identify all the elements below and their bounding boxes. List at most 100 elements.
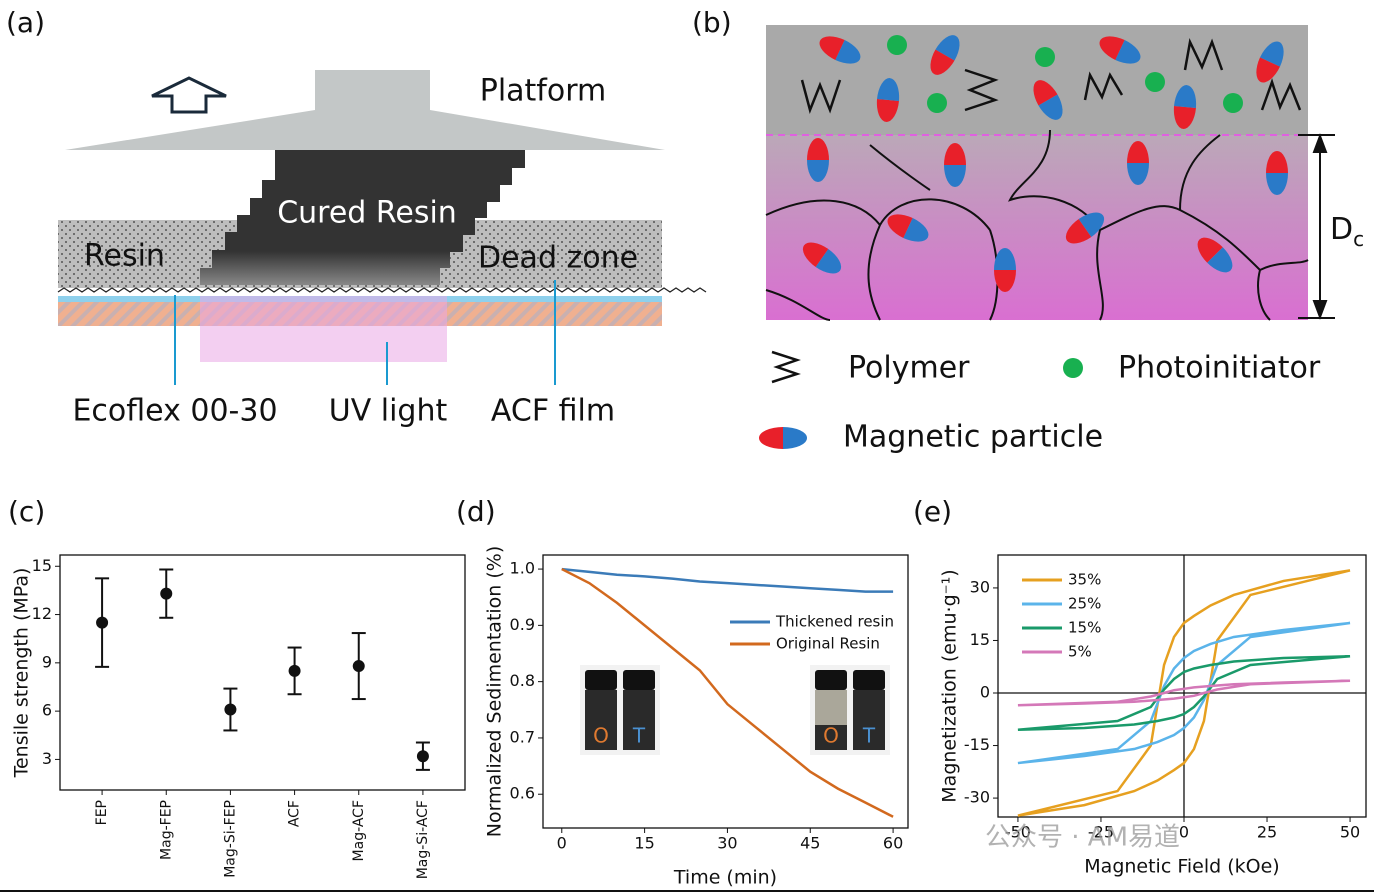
vial-body (585, 690, 617, 750)
particle-south (1127, 163, 1149, 185)
x-tick-label: 25 (1257, 823, 1277, 842)
y-tick-label: 0.6 (510, 784, 535, 803)
magnetic-particle (876, 78, 900, 122)
particle-label: Magnetic particle (843, 420, 1103, 455)
photoinitiator-icon (1063, 358, 1083, 378)
y-tick-label: 6 (42, 701, 52, 720)
particle-north (1173, 106, 1196, 129)
legend-label: 25% (1068, 595, 1101, 613)
magnetic-particle (1197, 237, 1233, 273)
photo-label: O (593, 724, 609, 748)
magnetic-particle (1065, 212, 1105, 244)
panel-label: (a) (6, 6, 45, 39)
chart: (d) 0.6 0.7 0.8 0.9 1.0 0 15 30 45 60 Normalized Se… (456, 495, 909, 889)
x-tick-label: 60 (883, 834, 903, 853)
particle-south (815, 248, 842, 274)
uv-light (200, 296, 447, 362)
y-tick-label: 15 (970, 630, 990, 649)
x-tick-label: Mag-FEP (158, 800, 174, 860)
series-line (561, 567, 894, 818)
up-arrow (151, 76, 227, 114)
cured-resin (200, 150, 525, 285)
y-tick-label: 15 (32, 556, 52, 575)
point (288, 664, 301, 677)
point (96, 616, 109, 629)
magnetic-particle (1173, 85, 1197, 129)
particle-south (994, 248, 1016, 270)
legend-label: 15% (1068, 619, 1101, 637)
point (160, 587, 173, 600)
magnetic-particle (930, 35, 960, 75)
vial-body (853, 690, 885, 750)
panel-label: (c) (8, 495, 45, 528)
magnetic-particle (1256, 41, 1284, 83)
particle-south (944, 165, 966, 187)
y-tick-label: -15 (964, 735, 990, 754)
magnetic-particle (802, 242, 842, 274)
x-tick-label: 0 (557, 834, 567, 853)
particle-north (802, 242, 829, 268)
x-tick-label: 0 (1179, 823, 1189, 842)
photoinitiator (1035, 47, 1055, 67)
particle-south (1115, 40, 1141, 64)
magnetic-particle (887, 214, 929, 242)
x-tick-label: FEP (94, 800, 110, 825)
chart: (e) -30 -15 0 15 30 -50 -25 0 25 50 Magnetization (… (913, 495, 1367, 878)
particle-north (887, 214, 913, 238)
particle-icon (759, 427, 807, 449)
series-line (561, 567, 894, 593)
magnetic-particle (807, 138, 829, 182)
series-line (1017, 569, 1351, 817)
x-axis-label: Magnetic Field (kOe) (1084, 856, 1279, 878)
particle-south (783, 427, 807, 449)
legend-label: 35% (1068, 571, 1101, 589)
watermark: 公众号 · AM易道 (985, 823, 1180, 853)
x-tick-label: 45 (800, 834, 820, 853)
particle-south (1266, 173, 1288, 195)
y-axis-label: Tensile strength (MPa) (11, 568, 33, 779)
y-axis-label: Normalized Sedimentation (%) (484, 546, 506, 838)
y-tick-label: 0.7 (510, 727, 535, 746)
particle-south (1038, 94, 1063, 120)
particle-north (1099, 36, 1125, 60)
y-tick-label: 3 (42, 749, 52, 768)
particle-north (944, 143, 966, 165)
particle-south (807, 160, 829, 182)
x-tick-label: Mag-Si-FEP (222, 800, 238, 878)
particle-north (1127, 141, 1149, 163)
particle-north (1266, 151, 1288, 173)
vial-body (623, 690, 655, 750)
particle-north (1197, 237, 1223, 263)
particle-north (807, 138, 829, 160)
plot-frame (997, 554, 1367, 818)
x-tick-label: 30 (717, 834, 737, 853)
x-axis-label: Time (min) (673, 867, 777, 889)
panel-label: (e) (913, 495, 952, 528)
particle-north (819, 36, 845, 60)
ecoflex-layer (57, 287, 707, 293)
y-tick-label: 0.8 (510, 671, 535, 690)
x-tick-label: 50 (1340, 823, 1360, 842)
photo-label: T (862, 724, 876, 748)
x-tick-label: 15 (634, 834, 654, 853)
particle-north (994, 270, 1016, 292)
panel-label: (d) (456, 495, 496, 528)
particle-south (903, 218, 929, 242)
particle-north (930, 49, 955, 75)
uv-label: UV light (329, 394, 448, 429)
photo-label: T (632, 724, 646, 748)
platform (65, 70, 665, 150)
panel-b: (b) Dc Polymer Photoinitiator Magnetic p… (692, 6, 1364, 455)
polymer-chains (800, 37, 1302, 114)
vial-cap (815, 670, 847, 690)
magnetic-particle (944, 143, 966, 187)
particle-south (1078, 212, 1105, 238)
particle-south (877, 78, 900, 101)
polymer-icon (771, 350, 801, 384)
photoinitiator (1223, 93, 1243, 113)
y-tick-label: 1.0 (510, 559, 535, 578)
